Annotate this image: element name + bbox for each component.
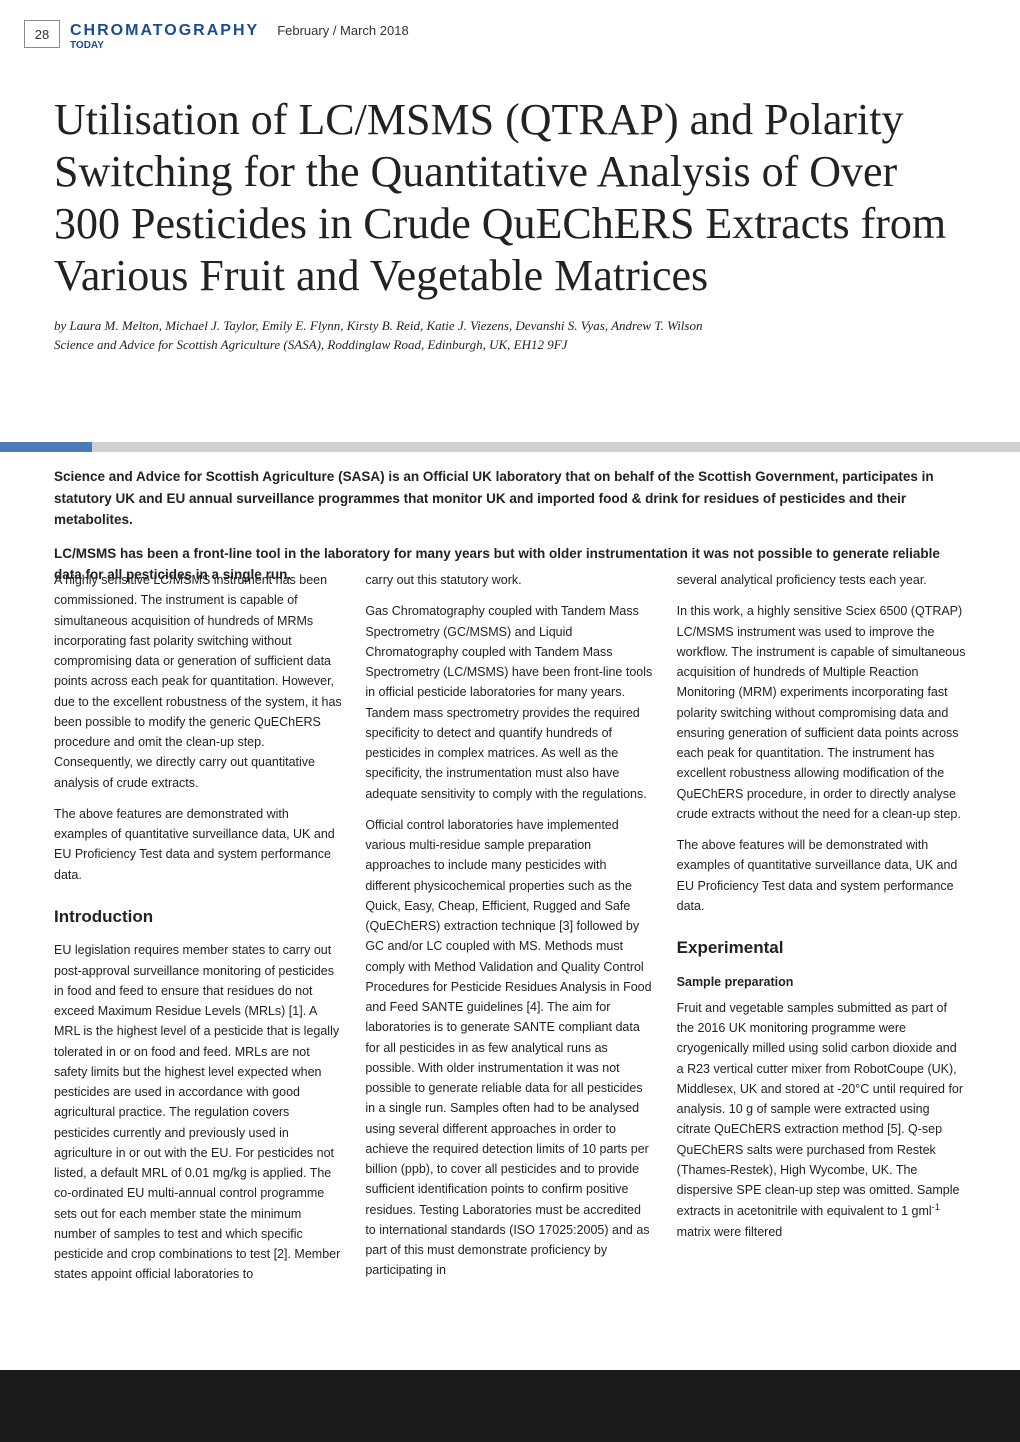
page: 28 CHROMATOGRAPHY TODAY February / March… — [0, 0, 1020, 1442]
magazine-subname: TODAY — [70, 40, 259, 51]
body-paragraph: several analytical proficiency tests eac… — [677, 570, 966, 590]
column-1: A highly sensitive LC/MSMS instrument ha… — [54, 570, 343, 1296]
body-paragraph: The above features are demonstrated with… — [54, 804, 343, 885]
issue-date: February / March 2018 — [277, 23, 409, 38]
body-paragraph: Fruit and vegetable samples submitted as… — [677, 998, 966, 1242]
affiliation: Science and Advice for Scottish Agricult… — [54, 335, 966, 355]
title-block: Utilisation of LC/MSMS (QTRAP) and Polar… — [54, 94, 966, 355]
article-title: Utilisation of LC/MSMS (QTRAP) and Polar… — [54, 94, 966, 302]
footer-bar — [0, 1370, 1020, 1442]
magazine-logo-block: CHROMATOGRAPHY TODAY — [70, 22, 259, 51]
section-heading-experimental: Experimental — [677, 934, 966, 962]
section-heading-introduction: Introduction — [54, 903, 343, 931]
column-2: carry out this statutory work. Gas Chrom… — [365, 570, 654, 1296]
sub-heading-sample-prep: Sample preparation — [677, 972, 966, 992]
body-paragraph: A highly sensitive LC/MSMS instrument ha… — [54, 570, 343, 793]
intro-paragraph-1: Science and Advice for Scottish Agricult… — [54, 466, 966, 531]
authors: by Laura M. Melton, Michael J. Taylor, E… — [54, 316, 966, 336]
body-paragraph: In this work, a highly sensitive Sciex 6… — [677, 601, 966, 824]
body-paragraph: carry out this statutory work. — [365, 570, 654, 590]
body-paragraph: EU legislation requires member states to… — [54, 940, 343, 1284]
column-3: several analytical proficiency tests eac… — [677, 570, 966, 1296]
body-columns: A highly sensitive LC/MSMS instrument ha… — [54, 570, 966, 1296]
magazine-name: CHROMATOGRAPHY — [70, 22, 259, 40]
divider-bar — [0, 442, 1020, 452]
body-paragraph: Gas Chromatography coupled with Tandem M… — [365, 601, 654, 804]
page-number: 28 — [24, 20, 60, 48]
body-paragraph: The above features will be demonstrated … — [677, 835, 966, 916]
page-number-value: 28 — [35, 27, 49, 42]
body-paragraph: Official control laboratories have imple… — [365, 815, 654, 1281]
magazine-header: CHROMATOGRAPHY TODAY February / March 20… — [70, 22, 409, 51]
